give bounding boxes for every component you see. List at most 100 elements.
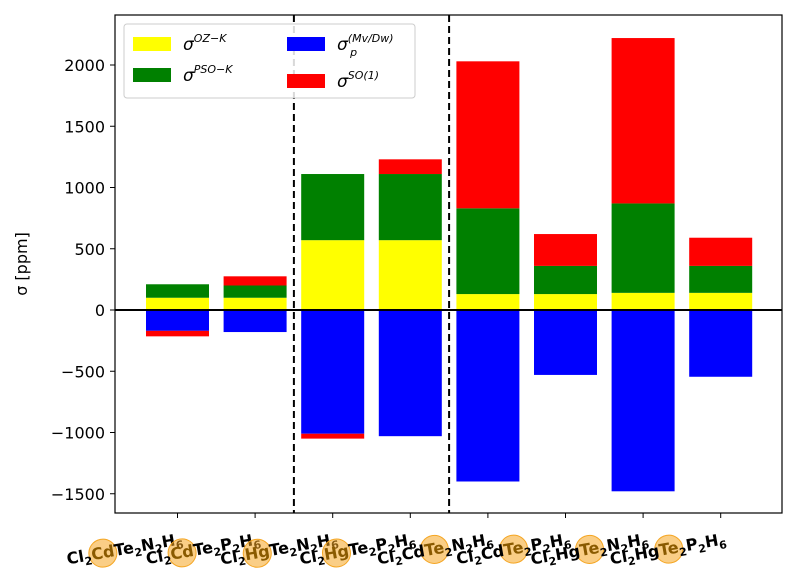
x-tick-label: Cl2HgTe2N2H6 (529, 531, 651, 569)
bar-pso-3 (378, 174, 442, 241)
formula-element: Te (502, 538, 525, 560)
formula-element: Te (657, 538, 680, 560)
y-axis-label: σ [ppm] (12, 232, 31, 296)
y-tick-label: 0 (95, 301, 105, 320)
y-tick-label: 2000 (64, 56, 105, 75)
bar-mv-5 (534, 310, 597, 375)
legend: σOZ−K σPSO−K σ(Mv/Dw) p σSO(1) (123, 23, 416, 99)
x-tick-label: Cl2CdTe2N2H6 (376, 531, 496, 569)
y-tick-label: 1000 (64, 179, 105, 198)
formula-subscript: 2 (387, 542, 397, 556)
bar-pso-1 (223, 285, 287, 298)
formula-subscript: 2 (599, 545, 609, 559)
formula-subscript: 2 (84, 554, 94, 568)
highlight-atom-circle (575, 534, 605, 564)
formula-subscript: 2 (444, 545, 454, 559)
x-tick-label: Cl2CdTe2P2H6 (455, 529, 573, 571)
formula-element: Cl (455, 546, 475, 568)
formula-element: H (703, 531, 719, 552)
formula-element: Cl (219, 547, 239, 569)
formula-text: Cl2HgTe2N2H6 (219, 529, 340, 571)
y-tick-label: −1000 (51, 424, 105, 443)
formula-element: Te (423, 538, 446, 560)
bar-so-6 (611, 38, 675, 204)
highlight-atom-circle (167, 538, 197, 568)
x-tick-label: Cl2HgTe2P2H6 (298, 531, 418, 569)
legend-swatch-so (287, 74, 325, 88)
formula-subscript: 2 (309, 542, 319, 556)
bar-mv-0 (146, 310, 209, 331)
formula-element: N (450, 534, 466, 555)
highlight-atom-circle (499, 534, 529, 564)
formula-text: Cl2CdTe2P2H6 (455, 529, 573, 571)
formula-element: Te (268, 538, 291, 560)
legend-swatch-pso (133, 68, 171, 82)
formula-element: Cd (400, 541, 426, 564)
formula-subscript: 2 (473, 554, 483, 568)
formula-element: Hg (633, 541, 661, 564)
formula-element: P (374, 534, 389, 555)
bar-pso-7 (689, 265, 753, 293)
formula-subscript: 2 (394, 554, 404, 568)
bar-oz-5 (534, 294, 597, 310)
formula-subscript: 2 (627, 554, 637, 568)
formula-subscript: 6 (718, 538, 728, 552)
formula-subscript: 2 (154, 542, 164, 556)
y-tick-label: −1500 (51, 485, 105, 504)
formula-subscript: 2 (213, 545, 223, 559)
formula-element: Cl (144, 546, 164, 568)
legend-label-pso: σPSO−K (183, 63, 233, 86)
legend-swatch-mv (287, 37, 325, 51)
formula-subscript: 6 (563, 538, 573, 552)
formula-subscript: 2 (548, 554, 558, 568)
bar-mv-2 (301, 310, 365, 434)
highlight-atom-circle (88, 538, 118, 568)
bar-mv-7 (689, 310, 753, 377)
highlight-atom-circle (419, 534, 449, 564)
bar-mv-4 (456, 310, 520, 482)
legend-label-so: σSO(1) (337, 69, 379, 92)
bar-mv-1 (223, 310, 287, 333)
bar-pso-0 (146, 284, 209, 298)
bar-oz-7 (689, 292, 753, 310)
formula-subscript: 2 (465, 542, 475, 556)
formula-element: H (393, 531, 409, 552)
bar-oz-3 (378, 240, 442, 310)
formula-element: P (529, 534, 544, 555)
formula-element: Cl (608, 547, 628, 569)
formula-element: Cl (376, 547, 396, 569)
x-tick-label: Cl2HgTe2N2H6 (219, 529, 340, 571)
formula-subscript: 2 (232, 542, 242, 556)
formula-element: Te (347, 538, 370, 560)
bar-oz-0 (146, 297, 209, 310)
formula-element: Te (578, 538, 601, 560)
formula-element: H (471, 531, 487, 552)
formula-element: Cl (65, 547, 85, 569)
formula-element: Cd (90, 541, 116, 564)
bar-oz-6 (611, 292, 675, 310)
x-axis: Cl2CdTe2N2H6Cl2CdTe2P2H6Cl2HgTe2N2H6Cl2H… (65, 513, 728, 571)
formula-element: Cl (298, 547, 318, 569)
y-tick-label: −500 (61, 362, 105, 381)
bar-oz-2 (301, 240, 365, 310)
bar-mv-3 (378, 310, 442, 437)
bars-layer (146, 38, 753, 492)
formula-subscript: 2 (163, 554, 173, 568)
formula-element: Te (192, 538, 215, 560)
bar-so-3 (378, 159, 442, 175)
bar-so-2 (301, 433, 365, 439)
formula-subscript: 2 (620, 542, 630, 556)
bar-so-1 (223, 276, 287, 286)
bar-pso-5 (534, 265, 597, 295)
legend-label-mv: σ(Mv/Dw) p (337, 32, 394, 59)
formula-subscript: 2 (237, 554, 247, 568)
formula-subscript: 2 (289, 545, 299, 559)
legend-box (123, 23, 416, 99)
highlight-atom-circle (242, 538, 272, 568)
y-tick-label: 500 (74, 240, 105, 259)
formula-element: P (219, 534, 234, 555)
formula-subscript: 6 (641, 538, 651, 552)
formula-element: N (295, 534, 311, 555)
formula-text: Cl2HgTe2P2H6 (608, 529, 728, 571)
formula-subscript: 6 (408, 538, 418, 552)
